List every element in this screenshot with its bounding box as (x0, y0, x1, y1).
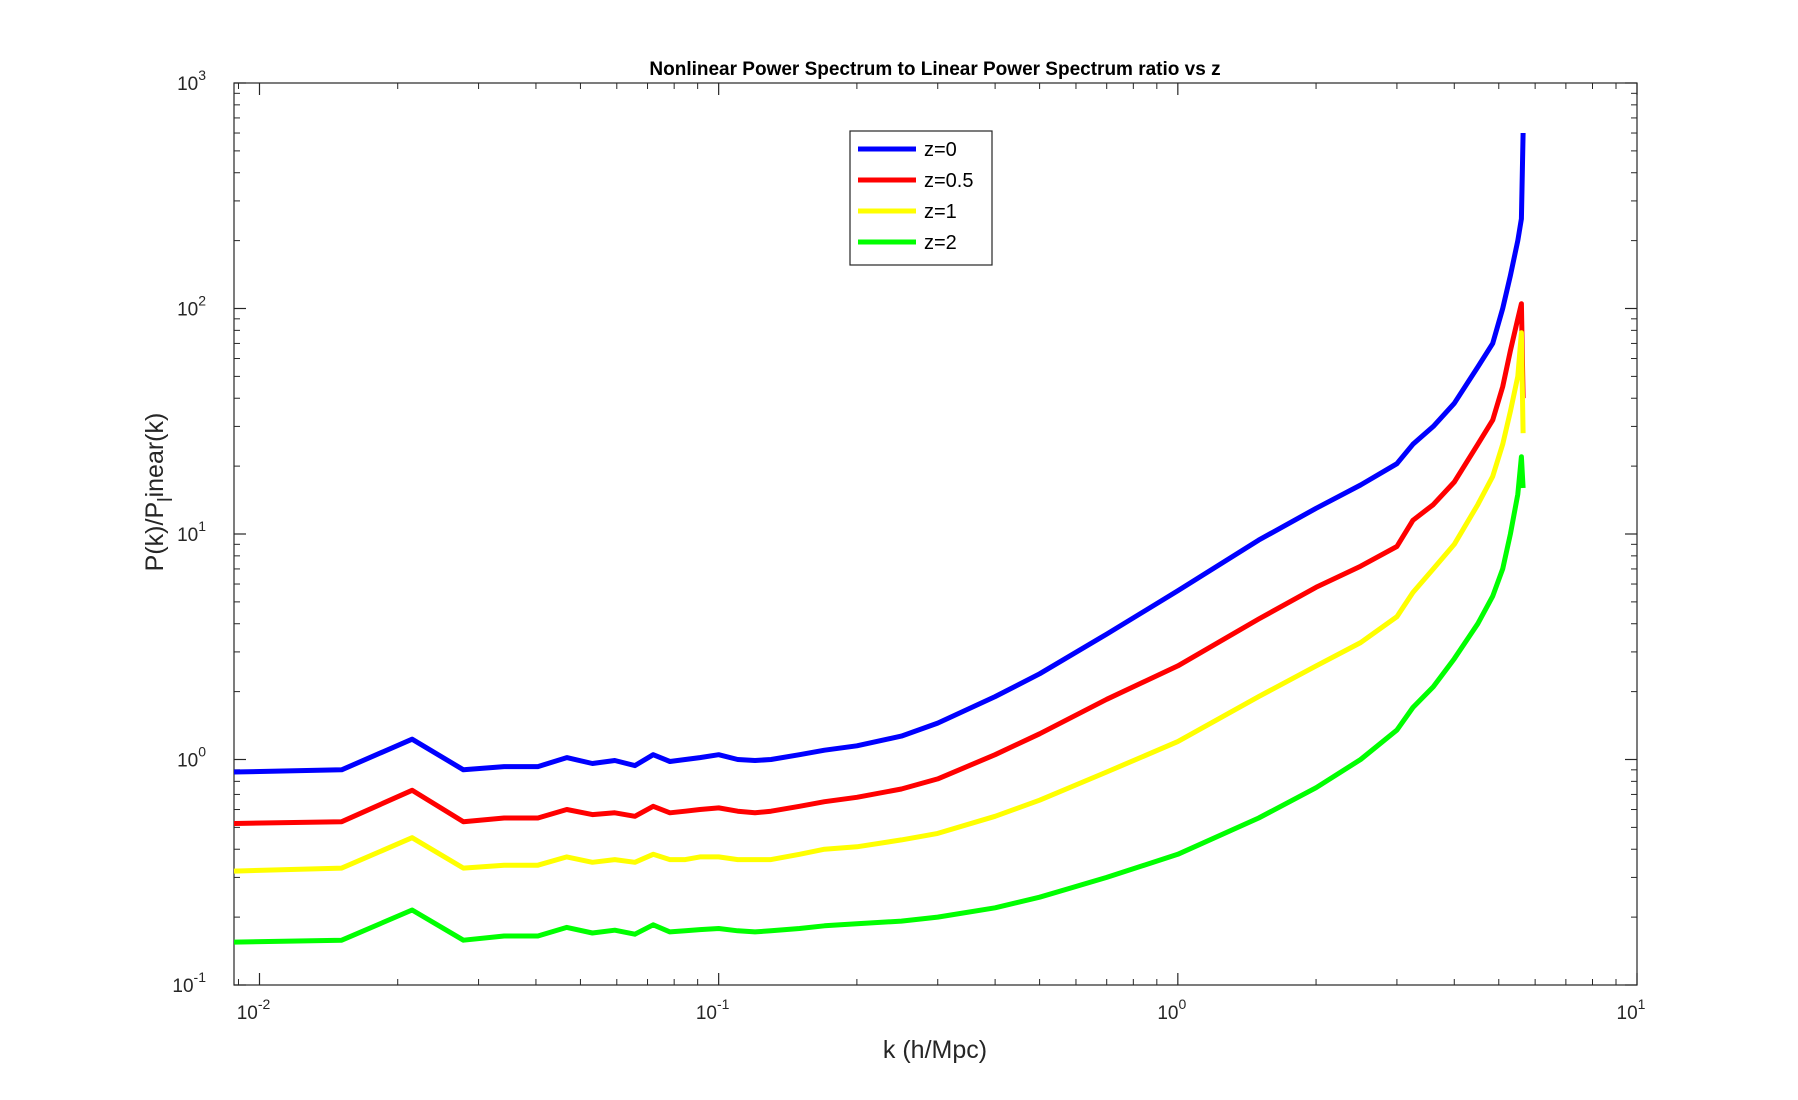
series-line-z-0 (233, 132, 1526, 775)
y-tick-label: 102 (177, 293, 206, 321)
x-tick-label: 10-1 (696, 996, 730, 1024)
x-axis: 10-2 10-1 100 101 (237, 83, 1646, 1024)
y-tick-label: 10-1 (172, 969, 206, 997)
y-tick-label: 101 (177, 518, 206, 546)
x-axis-label: k (h/Mpc) (883, 1036, 987, 1064)
legend-label: z=0 (924, 139, 957, 161)
legend: z=0 z=0.5 z=1 z=2 (849, 130, 993, 266)
series-line-z-0-5 (233, 301, 1526, 826)
x-tick-label: 101 (1617, 996, 1646, 1024)
y-tick-label: 103 (177, 67, 206, 95)
y-axis-label: P(k)/Plinear(k) (141, 413, 177, 572)
legend-label: z=1 (924, 201, 957, 223)
chart-title: Nonlinear Power Spectrum to Linear Power… (649, 59, 1220, 80)
x-tick-label: 10-2 (237, 996, 271, 1024)
x-tick-label: 100 (1157, 996, 1186, 1024)
y-tick-label: 100 (177, 744, 206, 772)
legend-label: z=0.5 (924, 170, 973, 192)
series-line-z-2 (233, 454, 1526, 945)
y-axis: 10-1 100 101 102 103 (172, 67, 1637, 997)
series-line-z-1 (233, 330, 1526, 874)
legend-label: z=2 (924, 232, 957, 254)
series-lines (233, 132, 1526, 945)
